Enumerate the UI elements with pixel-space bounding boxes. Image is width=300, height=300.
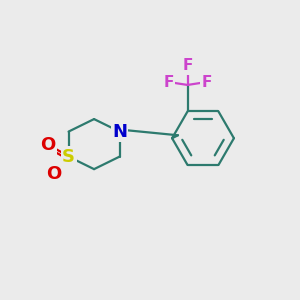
Text: S: S	[62, 148, 75, 166]
Text: O: O	[46, 165, 62, 183]
Text: N: N	[112, 123, 127, 141]
Text: F: F	[182, 58, 193, 73]
Text: O: O	[40, 136, 56, 154]
Text: F: F	[163, 74, 174, 89]
Text: F: F	[202, 74, 212, 89]
